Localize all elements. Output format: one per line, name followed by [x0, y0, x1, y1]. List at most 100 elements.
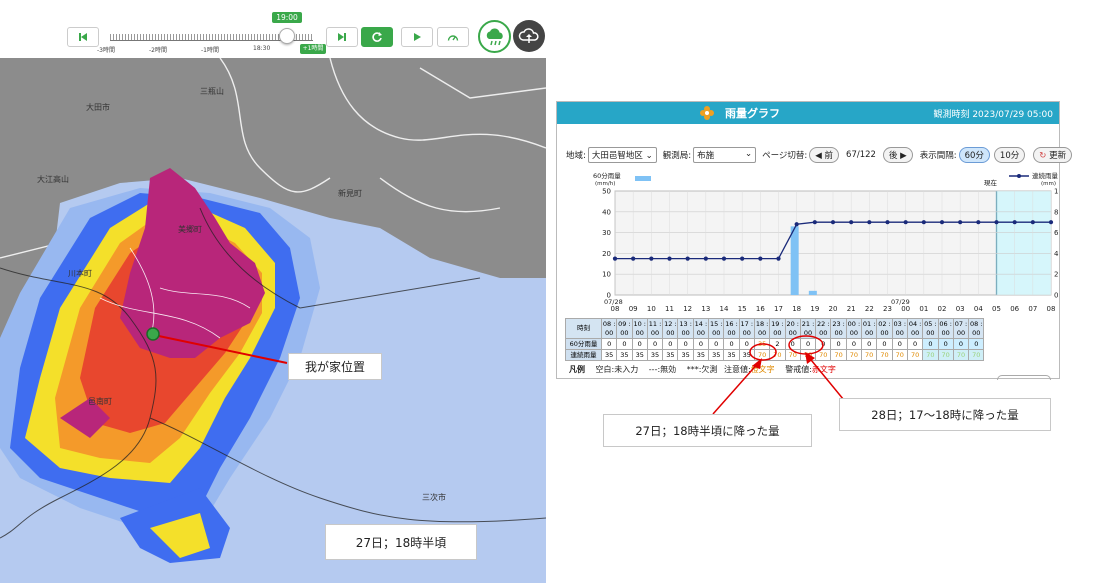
legend-warning: 警戒値:赤文字 [785, 365, 836, 374]
cumulative-point [685, 256, 690, 261]
x-tick-label: 18 [792, 305, 801, 313]
plot-area: 0102030405002040608010008091011121314151… [602, 188, 1059, 314]
cumulative-cell: 70 [845, 349, 863, 361]
skip-end-button[interactable] [326, 27, 358, 47]
x-tick-label: 03 [956, 305, 965, 313]
time-cell: 23 :00 [830, 318, 847, 339]
rainfall-chart: 60分雨量 (mm/h) 現在 連続雨量 (mm) 01020304050020… [593, 171, 1059, 314]
rain60-cell: 0 [937, 338, 954, 350]
station-select[interactable]: 布施 ⌄ [693, 147, 757, 163]
interval-60-button[interactable]: 60分 [958, 147, 990, 163]
time-cell: 15 :00 [708, 318, 725, 339]
time-slider[interactable] [110, 34, 313, 42]
cumulative-cell: 70 [922, 349, 939, 361]
cumulative-point [994, 220, 999, 225]
rain60-cell: 0 [876, 338, 893, 350]
slider-knob[interactable] [279, 28, 295, 44]
x-tick-label: 01 [919, 305, 928, 313]
legend-blank: 空白:未入力 [595, 365, 639, 374]
date-mid-label: 07/29 [891, 298, 910, 306]
cumulative-point [1048, 220, 1054, 225]
time-row-header: 時刻 [565, 318, 602, 339]
x-tick-label: 15 [738, 305, 747, 313]
time-cell: 21 :00 [799, 318, 817, 339]
place-label: 邑南町 [88, 397, 112, 406]
time-cell: 22 :00 [815, 318, 832, 339]
tick-label: 18:30 [253, 45, 271, 52]
tick-label: -2時間 [149, 47, 167, 54]
left-legend-unit: (mm/h) [595, 181, 615, 187]
home-marker-icon[interactable] [146, 327, 160, 341]
scroll-handle[interactable] [997, 375, 1051, 380]
cumulative-point [721, 256, 727, 261]
radar-overlay [0, 58, 546, 583]
place-label: 新見町 [338, 189, 362, 198]
line-legend-dot [1017, 174, 1021, 178]
place-label: 美郷町 [178, 225, 202, 234]
x-tick-label: 21 [847, 305, 856, 313]
tick-label: -1時間 [201, 47, 219, 54]
y-right-tick-label: 20 [1054, 271, 1059, 279]
refresh-graph-button[interactable]: ↻ 更新 [1033, 147, 1073, 163]
interval-label: 表示間隔: [919, 151, 957, 161]
time-cell: 17 :00 [738, 318, 755, 339]
legend-caution: 注意値:橙文字 [723, 365, 775, 374]
cumulative-point [849, 220, 854, 225]
cumulative-cell: 35 [600, 349, 618, 361]
prev-page-button[interactable]: ◀ 前 [809, 147, 840, 163]
time-cell: 01 :00 [861, 318, 878, 339]
place-label: 三瓶山 [200, 87, 224, 96]
radar-map[interactable]: 大田市 三瓶山 美郷町 川本町 大江高山 邑南町 三次市 新見町 我が家位置 2… [0, 58, 546, 583]
cumulative-point [903, 220, 908, 225]
rain60-cell: 0 [799, 338, 817, 350]
current-time-badge: 19:00 [272, 12, 302, 23]
page-count: 67/122 [846, 150, 876, 160]
rain60-cell: 0 [922, 338, 939, 350]
x-tick-label: 08 [1047, 305, 1056, 313]
cumulative-cell: 35 [646, 349, 664, 361]
rain60-cell: 0 [906, 338, 924, 350]
cumulative-point [649, 256, 654, 261]
right-legend-unit: (mm) [1041, 181, 1056, 187]
cumulative-point [939, 220, 945, 225]
region-label: 地域: [566, 151, 586, 161]
time-cell: 13 :00 [677, 318, 694, 339]
rain60-cell: 0 [891, 338, 908, 350]
speed-button[interactable] [437, 27, 469, 47]
now-region [996, 191, 1051, 295]
y-right-tick-label: 0 [1054, 292, 1058, 300]
y-right-tick-label: 100 [1054, 188, 1059, 196]
rain-cloud-icon [486, 27, 503, 45]
cumulative-cell: 35 [692, 349, 710, 361]
skip-start-button[interactable] [67, 27, 99, 47]
cloud-upload-button[interactable] [513, 20, 545, 52]
refresh-button[interactable] [361, 27, 393, 47]
cumulative-point [776, 256, 781, 261]
cumulative-cell: 35 [738, 349, 755, 361]
flower-logo-icon [700, 106, 714, 120]
cumulative-point [885, 220, 890, 225]
legend-invalid: ---:無効 [648, 365, 677, 374]
y-left-tick-label: 0 [607, 292, 611, 300]
x-tick-label: 02 [938, 305, 947, 313]
region-select[interactable]: 大田邑智地区 ⌄ [587, 147, 657, 163]
rain-cloud-button[interactable] [478, 20, 511, 53]
cumulative-cell: 70 [937, 349, 954, 361]
x-tick-label: 00 [901, 305, 910, 313]
home-pointer-line [153, 334, 288, 364]
next-page-button[interactable]: 後 ▶ [882, 147, 913, 163]
cumulative-point [1030, 220, 1035, 225]
cumulative-cell: 70 [815, 349, 832, 361]
bar-legend-swatch [635, 176, 651, 181]
y-left-tick-label: 30 [602, 229, 611, 237]
x-tick-label: 12 [683, 305, 692, 313]
rainfall-graph-panel: 雨量グラフ 観測時刻 2023/07/29 05:00 地域: 大田邑智地区 ⌄… [556, 101, 1073, 380]
place-label: 大江高山 [37, 175, 69, 184]
cumulative-cell: 35 [631, 349, 648, 361]
play-button[interactable] [401, 27, 433, 47]
time-note-callout: 27日；18時半頃 [325, 524, 477, 560]
time-cell: 19 :00 [769, 318, 786, 339]
rain60-cell: 0 [677, 338, 694, 350]
rain-bar [808, 290, 817, 295]
interval-10-button[interactable]: 10分 [993, 147, 1026, 163]
